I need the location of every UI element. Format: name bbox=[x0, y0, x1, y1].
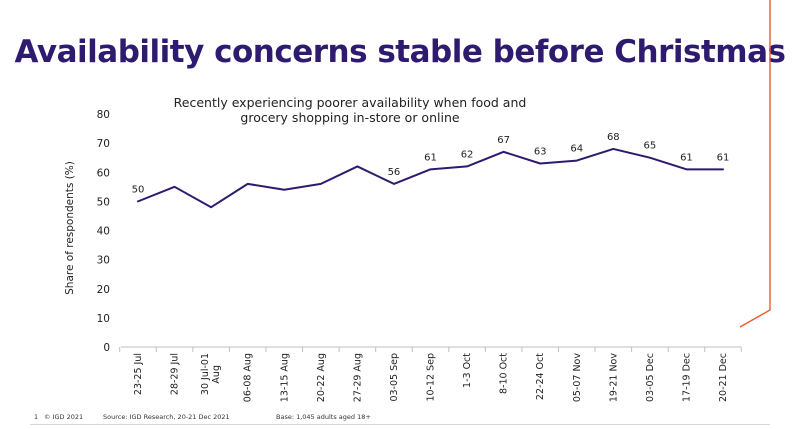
data-label: 67 bbox=[497, 135, 510, 146]
series-area bbox=[137, 147, 724, 209]
data-label: 64 bbox=[570, 144, 583, 155]
x-tick-label: 28-29 Jul bbox=[170, 353, 181, 395]
data-label: 61 bbox=[680, 152, 693, 163]
x-tick-label: 17-19 Dec bbox=[681, 353, 692, 402]
y-tick-label: 0 bbox=[103, 342, 110, 354]
y-tick-label: 60 bbox=[97, 167, 110, 179]
y-tick-label: 30 bbox=[97, 255, 110, 267]
slide-title: Availability concerns stable before Chri… bbox=[14, 34, 786, 70]
footer-divider bbox=[30, 424, 770, 425]
y-tick-label: 70 bbox=[97, 138, 110, 150]
data-label: 65 bbox=[644, 141, 657, 152]
data-label: 68 bbox=[607, 132, 620, 143]
data-label: 63 bbox=[534, 147, 547, 158]
data-label: 50 bbox=[132, 184, 145, 195]
chart-title: Recently experiencing poorer availabilit… bbox=[173, 95, 527, 125]
x-tick-label: 19-21 Nov bbox=[608, 353, 619, 403]
x-tick-label: 06-08 Aug bbox=[243, 353, 254, 402]
x-tick-label: 8-10 Oct bbox=[499, 353, 510, 394]
accent-decoration bbox=[739, 0, 771, 328]
footer-base: Base: 1,045 adults aged 18+ bbox=[276, 413, 371, 421]
x-tick-label: 23-25 Jul bbox=[133, 353, 144, 395]
x-tick-label: 27-29 Aug bbox=[352, 353, 363, 402]
y-axis-label: Share of respondents (%) bbox=[64, 161, 76, 295]
data-label: 61 bbox=[717, 152, 730, 163]
x-tick-label: 10-12 Sep bbox=[426, 353, 437, 402]
y-tick-label: 20 bbox=[97, 284, 110, 296]
x-tick-label: 20-21 Dec bbox=[718, 353, 729, 402]
x-tick-label: 03-05 Sep bbox=[389, 353, 400, 402]
data-label: 56 bbox=[388, 167, 401, 178]
y-tick-label: 80 bbox=[97, 109, 110, 121]
x-axis: 23-25 Jul 28-29 Jul 30 Jul-01Aug 06-08 Aug 1… bbox=[119, 346, 742, 403]
y-tick-label: 40 bbox=[97, 226, 110, 238]
y-axis: 0 10 20 30 40 50 60 70 80 bbox=[97, 109, 110, 354]
data-label: 62 bbox=[461, 149, 474, 160]
accent-line bbox=[739, 0, 771, 328]
data-labels: 50 56 61 62 67 63 64 68 65 61 61 bbox=[132, 132, 730, 195]
y-tick-label: 10 bbox=[97, 313, 110, 325]
x-tick-label: 1-3 Oct bbox=[462, 353, 473, 388]
x-tick-label: 22-24 Oct bbox=[535, 353, 546, 400]
x-tick-label: 13-15 Aug bbox=[279, 353, 290, 402]
x-tick-label: 20-22 Aug bbox=[316, 353, 327, 402]
footer-page-number: 1 bbox=[34, 413, 39, 421]
x-tick-label: 05-07 Nov bbox=[572, 353, 583, 403]
footer-copyright: © IGD 2021 bbox=[44, 413, 84, 421]
data-label: 61 bbox=[424, 152, 437, 163]
footer-source: Source: IGD Research, 20-21 Dec 2021 bbox=[103, 413, 230, 421]
x-tick-label: 30 Jul-01Aug bbox=[200, 353, 222, 395]
y-tick-label: 50 bbox=[97, 196, 110, 208]
x-tick-label: 03-05 Dec bbox=[645, 353, 656, 402]
